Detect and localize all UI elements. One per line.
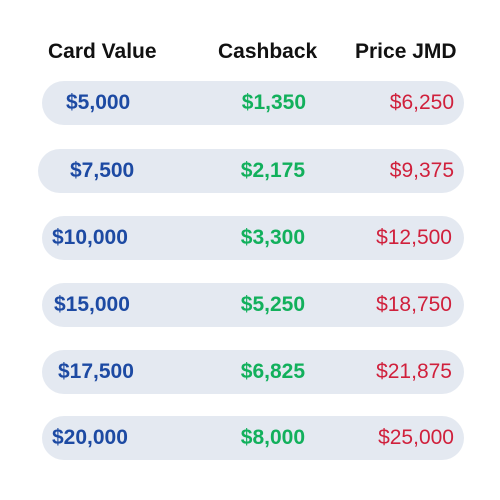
card-value-cell: $5,000 (66, 91, 131, 114)
table-row: $20,000 $8,000 $25,000 (42, 416, 464, 460)
cashback-cell: $8,000 (240, 426, 305, 449)
price-cell: $25,000 (378, 426, 454, 449)
header-price-jmd: Price JMD (355, 40, 457, 63)
price-cell: $9,375 (389, 159, 454, 182)
price-cell: $18,750 (376, 293, 452, 316)
price-cell: $21,875 (376, 360, 452, 383)
cashback-cell: $6,825 (240, 360, 305, 383)
header-cashback: Cashback (218, 40, 318, 63)
cashback-cell: $5,250 (240, 293, 305, 316)
card-value-cell: $7,500 (70, 159, 135, 182)
table-row: $5,000 $1,350 $6,250 (42, 81, 464, 125)
cashback-cell: $1,350 (241, 91, 306, 114)
price-cell: $12,500 (376, 226, 452, 249)
header-card-value: Card Value (48, 40, 157, 63)
cashback-cell: $2,175 (240, 159, 305, 182)
table-row: $7,500 $2,175 $9,375 (38, 149, 464, 193)
table-row: $10,000 $3,300 $12,500 (42, 216, 464, 260)
table-row: $17,500 $6,825 $21,875 (42, 350, 464, 394)
card-value-cell: $17,500 (58, 360, 134, 383)
price-cell: $6,250 (389, 91, 454, 114)
cashback-cell: $3,300 (240, 226, 305, 249)
table-row: $15,000 $5,250 $18,750 (42, 283, 464, 327)
card-value-cell: $15,000 (54, 293, 130, 316)
card-value-cell: $10,000 (52, 226, 128, 249)
card-value-cell: $20,000 (52, 426, 128, 449)
